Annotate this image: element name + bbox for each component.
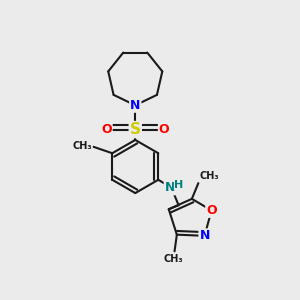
Text: O: O bbox=[159, 123, 170, 136]
Text: CH₃: CH₃ bbox=[164, 254, 183, 264]
Text: H: H bbox=[174, 180, 184, 190]
Text: O: O bbox=[101, 123, 112, 136]
Text: N: N bbox=[200, 229, 210, 242]
Text: O: O bbox=[206, 204, 217, 217]
Text: CH₃: CH₃ bbox=[73, 141, 92, 151]
Text: CH₃: CH₃ bbox=[199, 171, 219, 181]
Text: S: S bbox=[130, 122, 141, 137]
Text: N: N bbox=[165, 182, 175, 194]
Text: N: N bbox=[130, 99, 140, 112]
